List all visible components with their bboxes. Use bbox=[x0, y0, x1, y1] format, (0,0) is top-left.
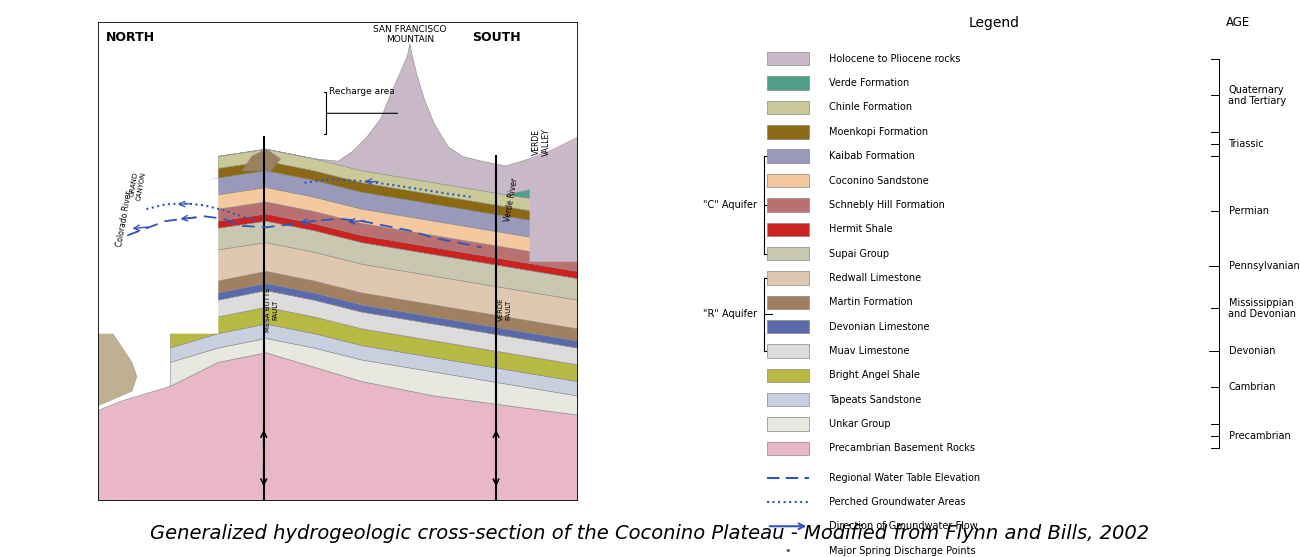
Polygon shape bbox=[529, 137, 577, 262]
Polygon shape bbox=[99, 353, 577, 501]
Text: GRAND
CANYON: GRAND CANYON bbox=[129, 170, 147, 201]
Text: VERDE
VALLEY: VERDE VALLEY bbox=[532, 128, 551, 156]
Text: Major Spring Discharge Points: Major Spring Discharge Points bbox=[829, 546, 975, 555]
Text: NORTH: NORTH bbox=[105, 31, 155, 45]
Text: Legend: Legend bbox=[968, 16, 1020, 30]
Text: Permian: Permian bbox=[1228, 206, 1269, 216]
FancyBboxPatch shape bbox=[767, 320, 809, 333]
Polygon shape bbox=[170, 339, 577, 415]
Polygon shape bbox=[170, 291, 577, 365]
FancyBboxPatch shape bbox=[767, 369, 809, 382]
Text: Colorado River: Colorado River bbox=[116, 190, 134, 247]
Polygon shape bbox=[242, 149, 281, 171]
Text: Supai Group: Supai Group bbox=[829, 248, 889, 258]
FancyBboxPatch shape bbox=[767, 76, 809, 90]
Text: Recharge area: Recharge area bbox=[329, 87, 395, 96]
Polygon shape bbox=[170, 221, 577, 300]
Text: Moenkopi Formation: Moenkopi Formation bbox=[829, 127, 928, 137]
Text: Cambrian: Cambrian bbox=[1228, 383, 1277, 393]
Text: Pennsylvanian: Pennsylvanian bbox=[1228, 261, 1299, 271]
Text: Precambrian: Precambrian bbox=[1228, 431, 1290, 441]
Text: Coconino Sandstone: Coconino Sandstone bbox=[829, 175, 928, 185]
Text: Tapeats Sandstone: Tapeats Sandstone bbox=[829, 395, 920, 404]
Text: Generalized hydrogeologic cross-section of the Coconino Plateau - Modified from : Generalized hydrogeologic cross-section … bbox=[151, 524, 1149, 543]
Text: "R" Aquifer: "R" Aquifer bbox=[703, 310, 757, 319]
Text: SOUTH: SOUTH bbox=[472, 31, 521, 45]
FancyBboxPatch shape bbox=[767, 442, 809, 455]
Polygon shape bbox=[506, 185, 577, 207]
FancyBboxPatch shape bbox=[767, 393, 809, 407]
FancyBboxPatch shape bbox=[767, 344, 809, 358]
Text: Redwall Limestone: Redwall Limestone bbox=[829, 273, 920, 283]
FancyBboxPatch shape bbox=[767, 417, 809, 431]
Text: Quaternary
and Tertiary: Quaternary and Tertiary bbox=[1228, 85, 1287, 106]
Polygon shape bbox=[170, 171, 577, 245]
Text: Hermit Shale: Hermit Shale bbox=[829, 224, 892, 234]
Text: Bright Angel Shale: Bright Angel Shale bbox=[829, 370, 919, 380]
FancyBboxPatch shape bbox=[767, 174, 809, 187]
Polygon shape bbox=[218, 161, 577, 228]
Text: •: • bbox=[785, 546, 792, 555]
Polygon shape bbox=[170, 324, 577, 396]
Text: AGE: AGE bbox=[1226, 16, 1251, 30]
Polygon shape bbox=[170, 243, 577, 329]
Polygon shape bbox=[99, 109, 213, 319]
Text: Verde River: Verde River bbox=[503, 177, 520, 222]
Polygon shape bbox=[218, 44, 577, 195]
FancyBboxPatch shape bbox=[767, 223, 809, 236]
Text: Devonian Limestone: Devonian Limestone bbox=[829, 321, 929, 331]
Text: Unkar Group: Unkar Group bbox=[829, 419, 890, 429]
Polygon shape bbox=[99, 319, 136, 405]
Text: Schnebly Hill Formation: Schnebly Hill Formation bbox=[829, 200, 945, 210]
Text: Direction of Groundwater Flow: Direction of Groundwater Flow bbox=[829, 521, 978, 531]
FancyBboxPatch shape bbox=[767, 125, 809, 139]
FancyBboxPatch shape bbox=[767, 52, 809, 66]
Polygon shape bbox=[218, 149, 577, 219]
Polygon shape bbox=[170, 307, 577, 382]
Text: Kaibab Formation: Kaibab Formation bbox=[829, 151, 915, 161]
FancyBboxPatch shape bbox=[767, 296, 809, 309]
Text: Precambrian Basement Rocks: Precambrian Basement Rocks bbox=[829, 443, 975, 453]
Text: Perched Groundwater Areas: Perched Groundwater Areas bbox=[829, 497, 965, 507]
FancyBboxPatch shape bbox=[767, 198, 809, 212]
Text: Devonian: Devonian bbox=[1228, 346, 1275, 356]
Polygon shape bbox=[170, 271, 577, 341]
Text: Mississippian
and Devonian: Mississippian and Devonian bbox=[1228, 297, 1296, 319]
Text: Triassic: Triassic bbox=[1228, 139, 1264, 149]
Polygon shape bbox=[170, 214, 577, 278]
FancyBboxPatch shape bbox=[767, 149, 809, 163]
Text: MESA BUTTE
FAULT: MESA BUTTE FAULT bbox=[265, 287, 278, 332]
Polygon shape bbox=[170, 202, 577, 271]
Text: Verde Formation: Verde Formation bbox=[829, 78, 909, 88]
Polygon shape bbox=[170, 188, 577, 260]
Text: "C" Aquifer: "C" Aquifer bbox=[703, 200, 757, 210]
Polygon shape bbox=[99, 94, 218, 334]
Text: Regional Water Table Elevation: Regional Water Table Elevation bbox=[829, 472, 980, 482]
Text: SAN FRANCISCO
MOUNTAIN: SAN FRANCISCO MOUNTAIN bbox=[373, 25, 446, 44]
FancyBboxPatch shape bbox=[767, 101, 809, 114]
Text: VERDE
FAULT: VERDE FAULT bbox=[498, 298, 511, 321]
Text: Martin Formation: Martin Formation bbox=[829, 297, 913, 307]
FancyBboxPatch shape bbox=[767, 271, 809, 285]
Text: Chinle Formation: Chinle Formation bbox=[829, 102, 911, 113]
Text: Holocene to Pliocene rocks: Holocene to Pliocene rocks bbox=[829, 54, 961, 64]
Text: Muav Limestone: Muav Limestone bbox=[829, 346, 909, 356]
Polygon shape bbox=[170, 284, 577, 348]
FancyBboxPatch shape bbox=[767, 247, 809, 260]
